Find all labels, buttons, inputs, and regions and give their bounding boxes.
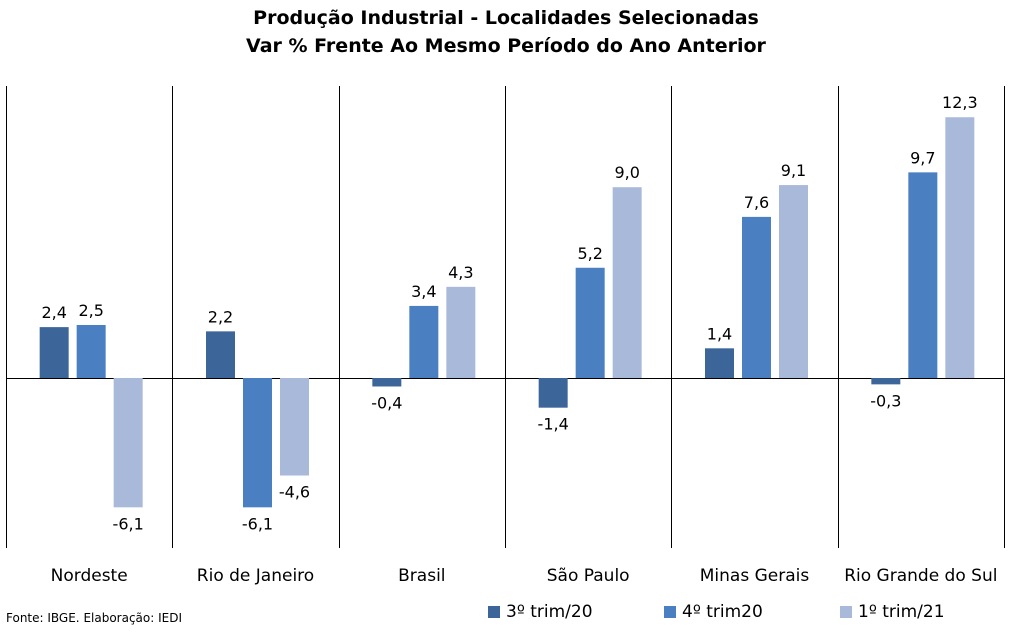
data-label: -6,1 xyxy=(242,514,273,533)
legend-item-s1: 3º trim/20 xyxy=(488,602,664,622)
data-label: 3,4 xyxy=(411,282,436,301)
data-label: 4,3 xyxy=(448,263,473,282)
legend-label-s2: 4º trim20 xyxy=(682,602,763,622)
legend-swatch-s1 xyxy=(488,606,500,618)
legend-item-s3: 1º trim/21 xyxy=(840,602,1012,622)
bar-3 xyxy=(945,117,975,379)
legend: 3º trim/20 4º trim20 1º trim/21 xyxy=(488,602,1012,622)
bar-chart: 2,4 2,5 -6,1 Nordeste 2,2 -6,1 -4,6 Rio de Jane… xyxy=(6,86,1005,586)
bar-2 xyxy=(908,172,938,378)
bar-2 xyxy=(76,325,106,378)
bar-1 xyxy=(871,378,901,385)
data-label: 9,7 xyxy=(910,148,935,167)
bar-3 xyxy=(612,187,642,378)
bar-3 xyxy=(113,378,143,508)
data-label: 12,3 xyxy=(942,93,978,112)
bar-2 xyxy=(575,267,605,378)
data-label: -4,6 xyxy=(279,483,310,502)
chart-title: Produção Industrial - Localidades Seleci… xyxy=(253,7,759,29)
bar-3 xyxy=(280,378,309,476)
legend-swatch-s3 xyxy=(840,606,852,618)
legend-label-s3: 1º trim/21 xyxy=(858,602,945,622)
bar-1 xyxy=(39,327,69,378)
legend-swatch-s2 xyxy=(664,606,676,618)
category-label: Rio Grande do Sul xyxy=(844,566,997,586)
category-label: São Paulo xyxy=(547,566,630,586)
bar-1 xyxy=(372,378,402,387)
category-label: Brasil xyxy=(398,566,445,586)
category-label: Rio de Janeiro xyxy=(197,566,314,586)
bar-1 xyxy=(206,331,235,378)
data-label: -1,4 xyxy=(538,415,569,434)
legend-item-s2: 4º trim20 xyxy=(664,602,840,622)
data-label: -0,4 xyxy=(371,393,402,412)
data-label: 7,6 xyxy=(744,193,769,212)
data-label: -6,1 xyxy=(113,514,144,533)
data-label: 2,4 xyxy=(41,303,66,322)
data-label: 9,1 xyxy=(781,161,806,180)
category-label: Nordeste xyxy=(51,566,128,586)
data-label: -0,3 xyxy=(870,391,901,410)
bar-2 xyxy=(742,216,771,378)
data-label: 5,2 xyxy=(577,244,602,263)
bar-3 xyxy=(779,185,808,378)
category-label: Minas Gerais xyxy=(700,566,810,586)
bar-2 xyxy=(409,305,439,378)
bar-3 xyxy=(446,286,476,378)
bar-2 xyxy=(243,378,272,508)
source-note: Fonte: IBGE. Elaboração: IEDI xyxy=(6,611,183,625)
bar-1 xyxy=(705,348,734,378)
data-label: 1,4 xyxy=(707,324,732,343)
data-label: 2,5 xyxy=(78,301,103,320)
chart-subtitle: Var % Frente Ao Mesmo Período do Ano Ant… xyxy=(246,35,766,57)
bar-1 xyxy=(538,378,568,408)
data-label: 2,2 xyxy=(208,307,233,326)
data-label: 9,0 xyxy=(614,163,639,182)
legend-label-s1: 3º trim/20 xyxy=(506,602,593,622)
